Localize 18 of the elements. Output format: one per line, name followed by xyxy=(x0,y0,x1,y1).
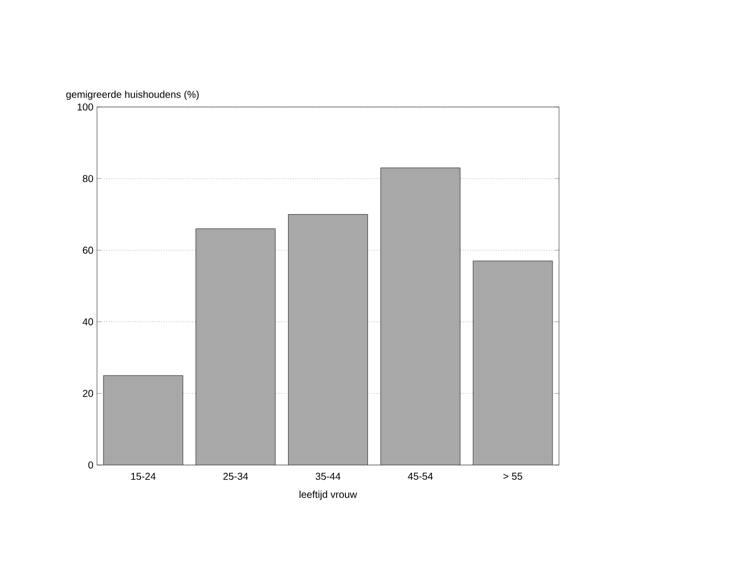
bar xyxy=(380,168,460,465)
y-axis-title: gemigreerde huishoudens (%) xyxy=(66,90,199,100)
y-tick-label: 60 xyxy=(82,246,94,254)
y-tick-label: 0 xyxy=(88,461,94,469)
bar xyxy=(196,228,276,465)
bar xyxy=(288,214,368,465)
x-axis-title: leeftijd vrouw xyxy=(300,490,358,500)
x-tick-label: 15-24 xyxy=(131,472,156,480)
y-tick-label: 80 xyxy=(82,175,94,182)
x-tick-label: 35-44 xyxy=(316,472,340,480)
y-tick-label: 20 xyxy=(82,390,94,397)
y-tick-label: 40 xyxy=(82,318,94,326)
x-tick-label: > 55 xyxy=(503,472,522,480)
bar xyxy=(472,260,553,465)
x-tick-label: 25-34 xyxy=(223,472,248,480)
bar xyxy=(103,376,183,465)
y-tick-label: 100 xyxy=(78,103,94,111)
x-tick-label: 45-54 xyxy=(408,472,433,480)
